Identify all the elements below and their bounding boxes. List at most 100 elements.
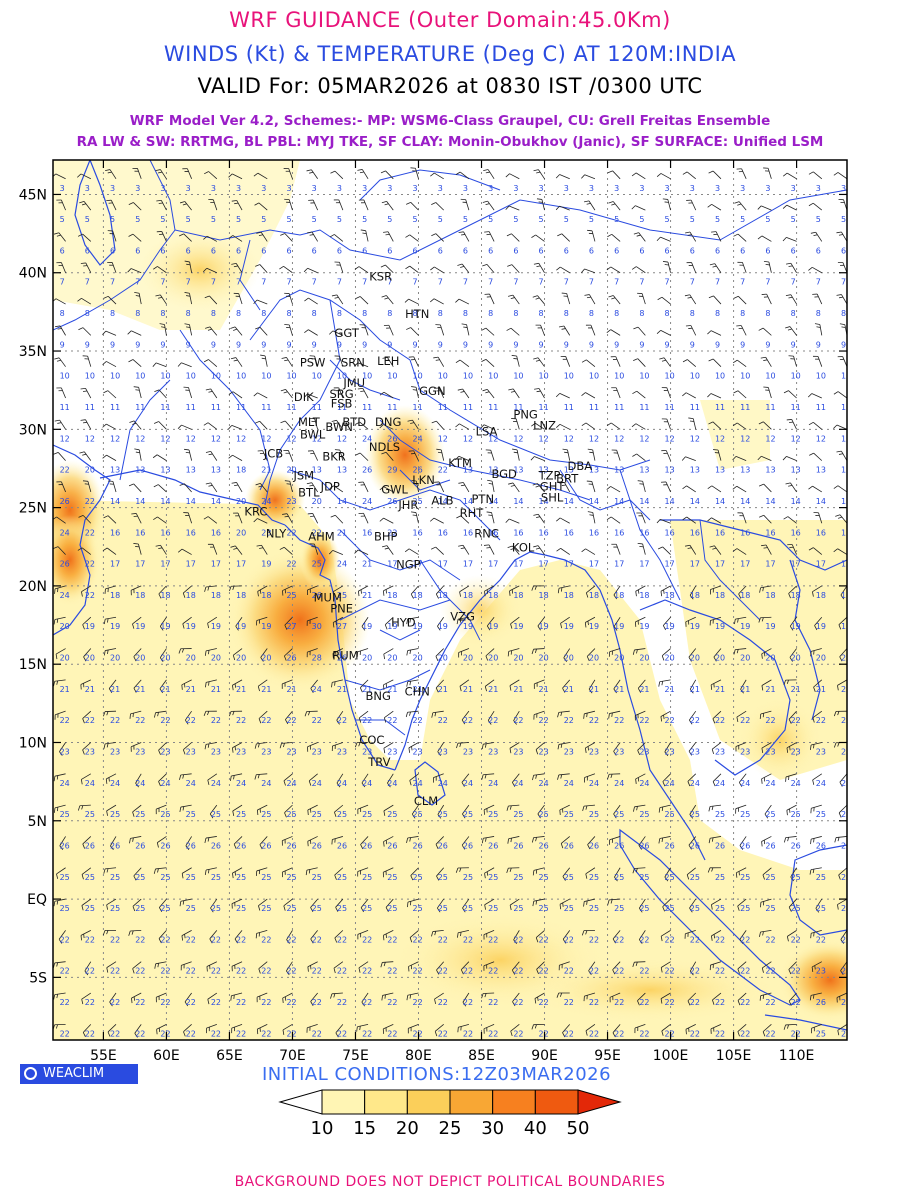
temperature-value: 22 (60, 967, 70, 976)
wind-barb (334, 355, 344, 367)
wind-barb (814, 323, 823, 336)
wind-barb (82, 1024, 92, 1038)
temperature-value: 17 (463, 560, 473, 569)
temperature-value: 11 (160, 403, 170, 412)
temperature-value: 19 (539, 622, 549, 631)
temperature-value: 16 (539, 528, 549, 537)
temperature-value: 16 (160, 528, 170, 537)
temperature-value: 20 (816, 654, 826, 663)
wind-barb (203, 422, 218, 430)
temperature-value: 25 (286, 873, 296, 882)
station-label: LKN (412, 473, 435, 487)
wind-barb (558, 961, 570, 971)
temperature-value: 22 (765, 1029, 775, 1038)
wind-barb (434, 481, 445, 493)
temperature-value: 24 (665, 779, 675, 788)
wind-barb (78, 327, 92, 336)
temperature-value: 20 (513, 654, 523, 663)
temperature-value: 22 (816, 935, 826, 944)
wind-barb (303, 393, 318, 399)
wind-barb (763, 386, 772, 399)
wind-barb (210, 898, 218, 913)
wind-barb (81, 585, 92, 597)
temperature-value: 8 (135, 309, 140, 318)
temperature-value: 17 (740, 560, 750, 569)
wind-barb (230, 326, 243, 336)
wind-barb (606, 486, 621, 493)
lon-label: 60E (153, 1048, 180, 1064)
wind-barb (382, 867, 394, 878)
temperature-value: 10 (740, 372, 750, 381)
temperature-value: 11 (488, 403, 498, 412)
wind-barb (127, 268, 142, 274)
temperature-value: 22 (186, 998, 196, 1007)
wind-barb (511, 355, 520, 367)
wind-barb (809, 992, 822, 1001)
wind-barb (511, 961, 520, 975)
temperature-value: 22 (412, 716, 422, 725)
wind-barb (155, 804, 167, 815)
wind-barb (533, 679, 545, 689)
temperature-value: 9 (412, 340, 417, 349)
temperature-value: 12 (286, 434, 296, 443)
wind-barb (585, 324, 596, 336)
temperature-value: 5 (438, 215, 443, 224)
wind-barb (183, 386, 193, 399)
wind-barb (608, 710, 621, 719)
wind-barb (481, 992, 495, 999)
temperature-value: 21 (765, 685, 775, 694)
wind-barb (80, 387, 92, 399)
temperature-value: 7 (236, 278, 241, 287)
temperature-value: 22 (236, 716, 246, 725)
temperature-value: 26 (816, 841, 826, 850)
wind-barb (455, 171, 470, 180)
wind-barb (810, 836, 822, 845)
wind-barb (837, 898, 847, 910)
temperature-value: 18 (463, 591, 473, 600)
wind-barb (336, 773, 344, 788)
wind-barb (254, 773, 268, 780)
wind-barb (279, 546, 293, 555)
temperature-value: 24 (337, 560, 347, 569)
wind-barb (133, 543, 142, 555)
wind-barb (129, 710, 142, 719)
temperature-value: 16 (715, 528, 725, 537)
wind-barb (209, 804, 218, 819)
temperature-value: 9 (841, 340, 846, 349)
wind-barb (281, 679, 293, 689)
colorbar-segment (406, 1089, 451, 1115)
temperature-value: 23 (841, 967, 851, 976)
temperature-value: 18 (740, 591, 750, 600)
wind-barb (80, 419, 92, 430)
temperature-value: 11 (85, 403, 95, 412)
temperature-value: 22 (387, 935, 397, 944)
wind-barb (203, 171, 218, 180)
station-label: PNG (513, 407, 537, 421)
wind-barb (836, 450, 847, 461)
temperature-value: 3 (639, 184, 644, 193)
wind-barb (485, 449, 495, 461)
wind-barb (56, 199, 66, 211)
wind-barb (758, 421, 772, 430)
temperature-value: 25 (387, 904, 397, 913)
wind-barb (608, 295, 621, 305)
wind-barb (560, 836, 570, 849)
wind-barb (436, 961, 445, 975)
wind-barb (232, 679, 243, 691)
wind-barb (156, 836, 167, 848)
temperature-value: 5 (60, 215, 65, 224)
wind-barb (581, 422, 596, 430)
wind-barb (409, 930, 419, 943)
wind-barb (255, 264, 268, 274)
wind-barb (177, 548, 192, 555)
temperature-value: 16 (740, 528, 750, 537)
temperature-value: 22 (286, 998, 296, 1007)
colorbar-segment (492, 1089, 536, 1115)
wind-barb (159, 679, 167, 694)
temperature-value: 23 (236, 747, 246, 756)
wind-barb (833, 485, 847, 493)
wind-barb (606, 516, 621, 524)
temperature-value: 19 (387, 622, 397, 631)
wind-barb (812, 585, 823, 597)
wind-barb (783, 836, 797, 843)
